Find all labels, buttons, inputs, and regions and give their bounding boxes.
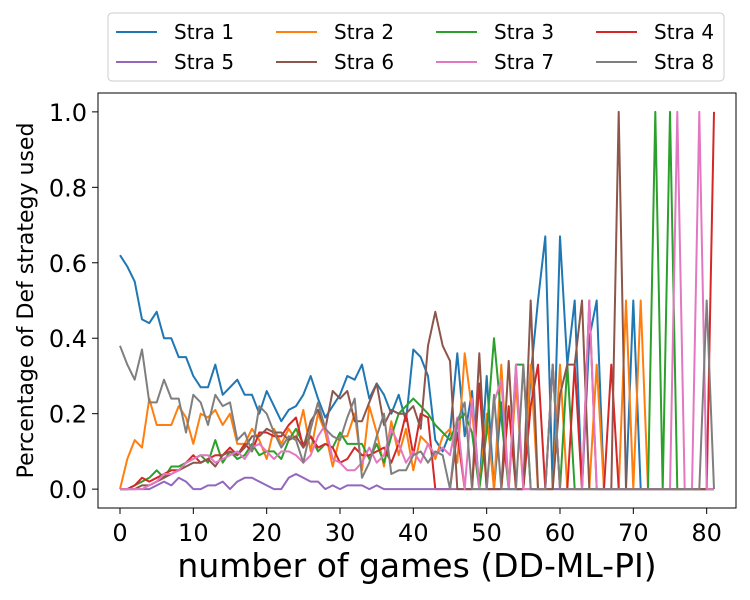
- legend-label: Stra 8: [654, 50, 714, 74]
- y-tick-label: 0.8: [49, 174, 87, 202]
- series-line-stra-4: [120, 111, 715, 491]
- x-tick-label: 40: [398, 519, 429, 547]
- y-tick-label: 0.0: [49, 476, 87, 504]
- y-tick-label: 0.4: [49, 325, 87, 353]
- x-tick-label: 20: [251, 519, 282, 547]
- legend-label: Stra 5: [174, 50, 234, 74]
- x-axis-title: number of games (DD-ML-PI): [177, 546, 656, 585]
- x-tick-label: 0: [112, 519, 127, 547]
- legend-label: Stra 6: [334, 50, 394, 74]
- x-tick-label: 30: [325, 519, 356, 547]
- y-tick-label: 0.6: [49, 250, 87, 278]
- legend: Stra 1 Stra 2 Stra 3 Stra 4 Stra 5 Stra 6 Stra…: [107, 12, 725, 82]
- plot-frame: [97, 92, 737, 509]
- x-tick-label: 60: [545, 519, 576, 547]
- legend-box: [107, 12, 725, 82]
- series-lines: [119, 110, 715, 491]
- legend-label: Stra 4: [654, 20, 714, 44]
- x-tick-label: 80: [691, 519, 722, 547]
- legend-label: Stra 7: [494, 50, 554, 74]
- legend-label: Stra 3: [494, 20, 554, 44]
- x-tick-label: 10: [178, 519, 209, 547]
- legend-label: Stra 2: [334, 20, 394, 44]
- y-tick-label: 0.2: [49, 401, 87, 429]
- x-tick-label: 70: [618, 519, 649, 547]
- y-axis-title: Percentage of Def strategy used: [14, 123, 39, 479]
- series-line-stra-8: [119, 299, 715, 491]
- legend-label: Stra 1: [174, 20, 234, 44]
- axes: 0 10 20 30 40 50 60 70 80 0.0 0.2 0.4 0.6 0.8 1.0: [49, 92, 737, 547]
- y-tick-label: 1.0: [49, 99, 87, 127]
- x-tick-label: 50: [471, 519, 502, 547]
